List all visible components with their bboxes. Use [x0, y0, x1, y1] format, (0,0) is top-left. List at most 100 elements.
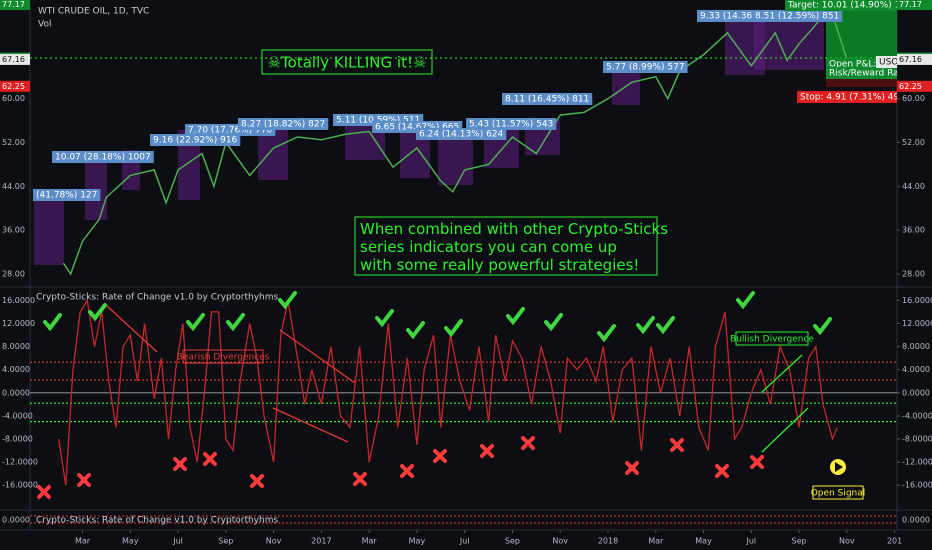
y-tick-label: -12.0000: [902, 458, 932, 467]
signal-icon: [835, 462, 843, 472]
annotation-box: [826, 67, 897, 79]
y-tick-label: -8.0000: [902, 434, 932, 443]
annotation-label: 8.27 (18.82%) 827: [241, 120, 325, 130]
message-line: When combined with other Crypto-Sticks: [360, 220, 668, 238]
annotation-label: 7.70 (17.76%) 770: [188, 126, 273, 136]
x-tick-label: Jul: [745, 537, 756, 546]
annotation-label: 8.11 (16.45%) 811: [505, 95, 589, 105]
annotation-label: Stop: 4.91 (7.31%) 491, A: [800, 93, 918, 103]
y-tick-label: 52.00: [902, 138, 925, 147]
y-tick-label: -16.0000: [2, 481, 38, 490]
annotation-box: [752, 10, 843, 22]
divergence-line: [106, 305, 158, 353]
y-tick-label: 36.00: [902, 226, 925, 235]
annotation-box: [785, 0, 897, 11]
annotation-label: Target: 10.01 (14.90%) 1001,: [787, 1, 920, 11]
indicator-title: Crypto-Sticks: Rate of Change v1.0 by Cr…: [36, 293, 278, 303]
y-tick-label: 8.0000: [902, 342, 930, 351]
check-icon: [406, 321, 425, 340]
annotation-label: 9.33 (14.36%): [700, 12, 764, 22]
price-label: 77.17: [2, 0, 25, 9]
roc-line: [58, 298, 838, 486]
highlight-zone: [612, 70, 640, 105]
price-label-box: [897, 80, 932, 92]
highlight-zone: [34, 200, 64, 265]
annotation-label: USOIL: [879, 58, 906, 68]
price-label-box: [0, 80, 30, 92]
check-icon: [88, 303, 107, 322]
x-tick-label: Mar: [75, 537, 91, 546]
cross-icon: [480, 444, 494, 458]
y-tick-label: -4.0000: [902, 411, 932, 420]
price-line: [62, 15, 848, 276]
y-tick-label: -12.0000: [2, 458, 38, 467]
cross-icon: [625, 461, 639, 475]
annotation-box: [697, 10, 768, 22]
price-label-box: [0, 53, 30, 65]
cross-icon: [750, 455, 764, 469]
annotation-label: 5.43 (11.57%) 543: [469, 120, 553, 130]
y-tick-label: 0.0000: [2, 388, 30, 397]
y-tick-label: 12.0000: [902, 319, 932, 328]
check-icon: [43, 313, 62, 332]
x-tick-label: 2017: [311, 537, 331, 546]
cross-icon: [37, 485, 51, 499]
y-tick-label: 0.0000: [902, 516, 930, 525]
annotation-label: (41.78%) 127: [36, 191, 97, 201]
banner-text: ☠Totally KILLING it!☠: [268, 54, 427, 72]
x-tick-label: Sep: [792, 537, 807, 546]
y-tick-label: -4.0000: [2, 411, 33, 420]
annotation-label: Open P&L: 0.2: [829, 60, 894, 70]
check-icon: [375, 309, 394, 328]
check-icon: [656, 316, 675, 335]
cross-icon: [203, 452, 217, 466]
y-tick-label: -16.0000: [902, 481, 932, 490]
y-tick-label: 0.0000: [902, 388, 930, 397]
price-label: 67.16: [2, 55, 25, 64]
annotation-box: [876, 56, 897, 68]
divergence-line: [761, 354, 803, 393]
price-label: 62.25: [899, 82, 922, 91]
cross-icon: [77, 473, 91, 487]
cross-icon: [400, 464, 414, 478]
annotation-label: 9.16 (22.92%) 916: [153, 136, 238, 146]
y-tick-label: 52.00: [2, 138, 25, 147]
x-tick-label: May: [695, 537, 712, 546]
message-line: with some really powerful strategies!: [360, 256, 639, 274]
annotation-label: 6.65 (14.67%) 665: [375, 123, 459, 133]
overlay: [37, 291, 832, 499]
divergence-line: [272, 407, 349, 443]
annotation-label: 10.07 (28.18%) 1007: [55, 153, 151, 163]
x-tick-label: Mar: [648, 537, 664, 546]
divergence-line: [279, 329, 356, 384]
x-tick-label: Sep: [505, 537, 520, 546]
price-label-box: [0, 0, 30, 11]
x-tick-label: Mar: [362, 537, 378, 546]
y-tick-label: 0.0000: [2, 516, 30, 525]
message-line: series indicators you can come up: [360, 238, 617, 256]
bearish-label: Bearish Divergences: [177, 353, 270, 363]
annotation-box: [33, 189, 101, 201]
x-tick-label: 2018: [598, 537, 618, 546]
annotation-box: [466, 118, 557, 130]
highlight-zone: [258, 130, 288, 180]
y-tick-label: 28.00: [2, 270, 25, 279]
open-signal-label: Open Signal: [811, 489, 866, 499]
y-tick-label: 60.00: [2, 94, 25, 103]
x-tick-label: Nov: [266, 537, 282, 546]
label-box: [182, 349, 264, 364]
x-tick-label: Nov: [839, 537, 855, 546]
annotation-label: 8.51 (12.59%) 851: [755, 12, 839, 22]
y-tick-label: 44.00: [902, 182, 925, 191]
y-tick-label: 4.0000: [902, 365, 930, 374]
highlight-zone: [438, 140, 473, 185]
bullish-label: Bullish Divergence: [730, 335, 814, 345]
divergence-line: [761, 407, 809, 453]
annotation-box: [502, 93, 593, 105]
y-tick-label: 16.0000: [2, 296, 35, 305]
price-label: 62.25: [2, 82, 25, 91]
annotation-label: Risk/Reward Ratio:: [829, 69, 913, 79]
y-tick-label: 36.00: [2, 226, 25, 235]
